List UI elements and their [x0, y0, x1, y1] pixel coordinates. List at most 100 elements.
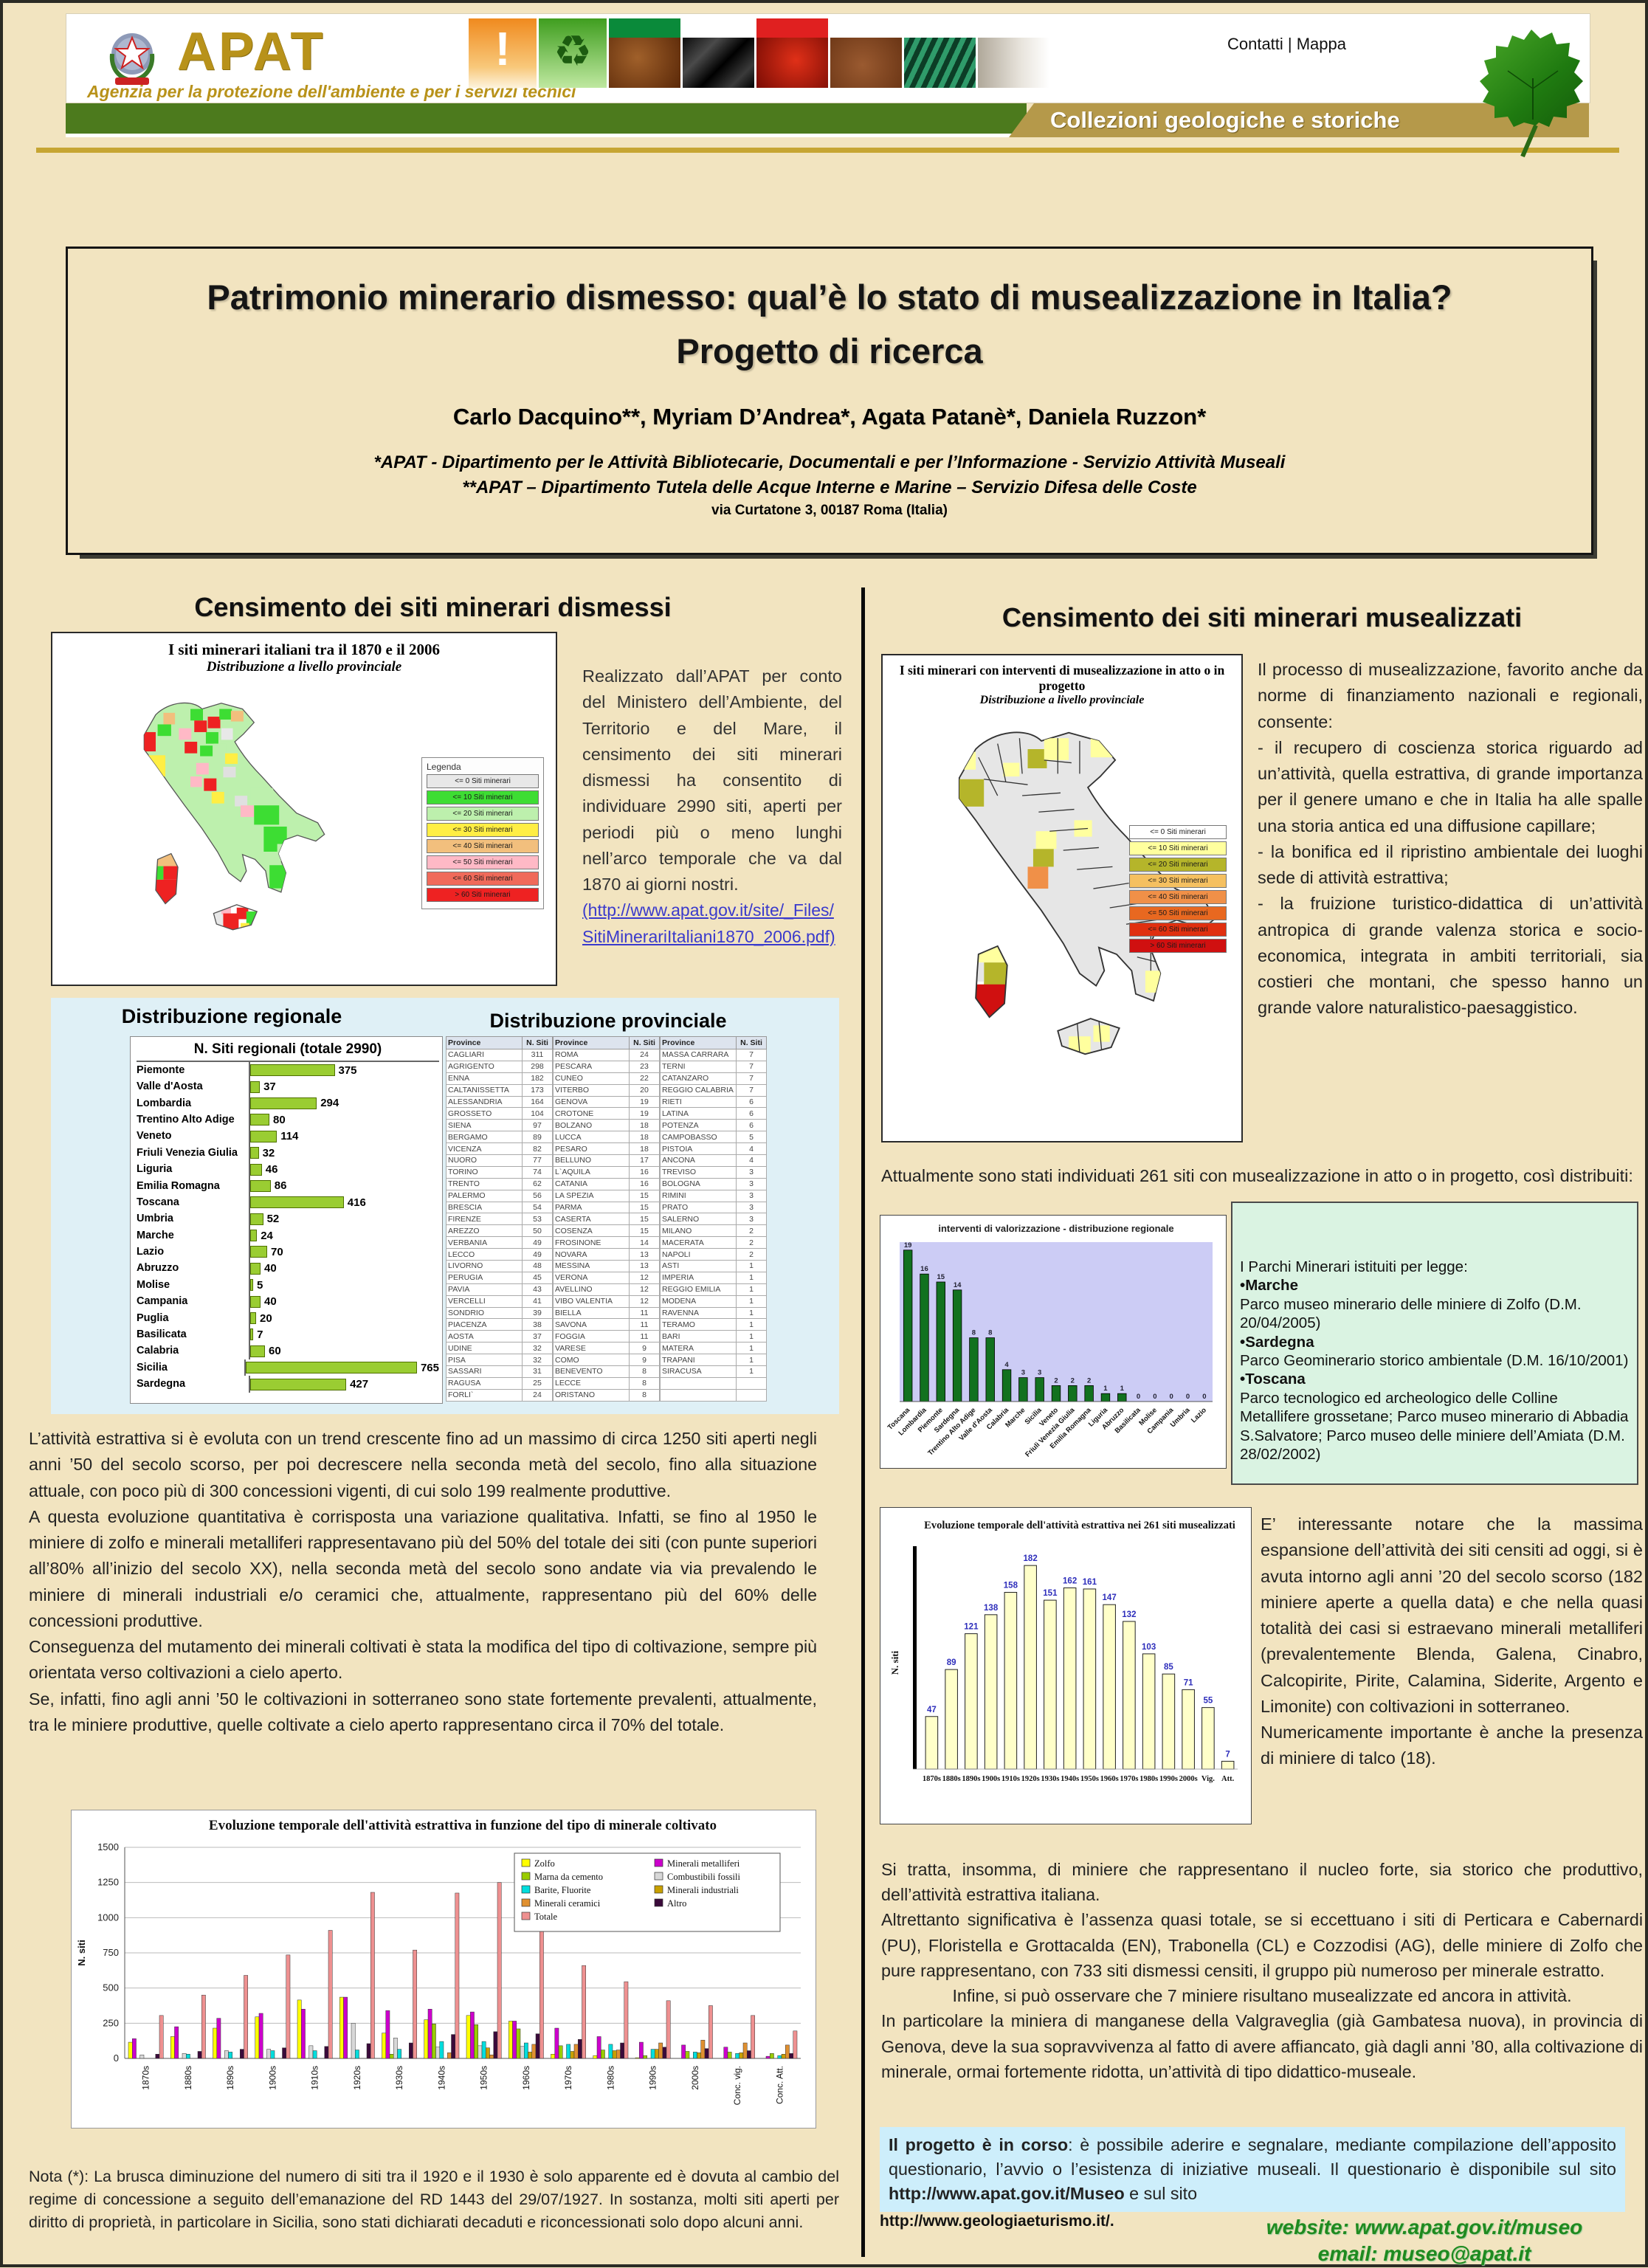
province-row: PAVIA 43	[446, 1283, 553, 1296]
province-count: 37	[522, 1330, 553, 1343]
regional-chart-title: N. Siti regionali (totale 2990)	[193, 1041, 382, 1057]
province-row: CATANZARO 7	[660, 1072, 767, 1085]
province-row: VERCELLI 41	[446, 1295, 553, 1308]
legend-entry: <= 40 Siti minerari	[427, 839, 539, 853]
italy-map-dismessi	[143, 702, 325, 931]
svg-text:Barite, Fluorite: Barite, Fluorite	[534, 1885, 591, 1895]
province-name: SIENA	[446, 1119, 523, 1132]
province-row: MODENA 1	[660, 1295, 767, 1308]
region-bar-row: Marche 24	[137, 1227, 439, 1244]
mineral-photo-tile	[756, 18, 828, 88]
intro-paragraph: Realizzato dall’APAT per conto del Minis…	[582, 663, 842, 950]
svg-text:1000: 1000	[97, 1912, 119, 1923]
paragraph: E’ interessante notare che la massima es…	[1261, 1514, 1643, 1716]
interventi-bar-chart: interventi di valorizzazione - distribuz…	[886, 1223, 1213, 1459]
region-bar-track: 60	[249, 1342, 439, 1360]
svg-text:Att.: Att.	[1221, 1775, 1235, 1783]
svg-text:1930s: 1930s	[394, 2066, 404, 2090]
province-count: 4	[736, 1142, 767, 1156]
right-column: Censimento dei siti minerari musealizzat…	[878, 586, 1646, 2265]
poster-title-line1: Patrimonio minerario dismesso: qual’è lo…	[207, 278, 1452, 317]
province-row: GENOVA 19	[553, 1095, 660, 1109]
svg-text:1870s: 1870s	[141, 2066, 151, 2090]
apat-logo: APAT	[177, 22, 326, 81]
province-row: FOGGIA 11	[553, 1330, 660, 1343]
svg-text:0: 0	[1137, 1393, 1140, 1401]
svg-text:1980s: 1980s	[1140, 1775, 1158, 1783]
province-row: LECCO 49	[446, 1248, 553, 1261]
province-row: ALESSANDRIA 164	[446, 1095, 553, 1109]
parchi-region-name: Marche	[1245, 1277, 1298, 1295]
regional-bar-chart: Piemonte 375 Valle d'Aosta 37 Lombardia 294 Tr…	[137, 1061, 439, 1393]
website-link[interactable]: website: www.apat.gov.it/museo	[1266, 2216, 1583, 2238]
legend-entry: <= 30 Siti minerari	[427, 823, 539, 837]
province-count: 16	[629, 1165, 660, 1179]
province-row: PIACENZA 38	[446, 1318, 553, 1331]
province-count: 54	[522, 1201, 553, 1214]
email-link[interactable]: email: museo@apat.it	[1317, 2242, 1531, 2266]
province-name: BRESCIA	[446, 1201, 523, 1214]
province-row: MESSINA 13	[553, 1260, 660, 1272]
province-name: ANCONA	[660, 1154, 737, 1167]
svg-text:2: 2	[1054, 1376, 1058, 1385]
mineral-photo-tile	[904, 18, 976, 88]
region-label: Puglia	[137, 1311, 169, 1324]
pdf-link[interactable]: (http://www.apat.gov.it/site/_Files/Siti…	[582, 900, 835, 946]
province-count: 82	[522, 1142, 553, 1156]
svg-text:0: 0	[1186, 1393, 1190, 1401]
region-bar-row: Campania 40	[137, 1293, 439, 1310]
province-row: BARI 1	[660, 1330, 767, 1343]
museo-link[interactable]: http://www.apat.gov.it/Museo	[889, 2184, 1125, 2204]
region-bar-track: 40	[249, 1260, 439, 1278]
parchi-minerari-box: I Parchi Minerari istituiti per legge: •…	[1231, 1202, 1638, 1485]
contatti-mappa-links[interactable]: Contatti | Mappa	[1227, 35, 1346, 53]
province-name: PESCARA	[553, 1060, 630, 1073]
province-count: 5	[736, 1131, 767, 1144]
province-name: CROTONE	[553, 1107, 630, 1120]
svg-text:1900s: 1900s	[267, 2066, 277, 2090]
dist-provinciale-heading: Distribuzione provinciale	[489, 1010, 727, 1032]
province-count: 62	[522, 1177, 553, 1190]
province-count: 9	[629, 1354, 660, 1367]
province-count: 18	[629, 1142, 660, 1156]
svg-text:1: 1	[1120, 1385, 1125, 1393]
parchi-region: •	[1240, 1277, 1246, 1295]
province-count: 13	[629, 1260, 660, 1272]
region-bar	[250, 1163, 262, 1176]
province-name: COMO	[553, 1354, 630, 1367]
province-count: 53	[522, 1213, 553, 1226]
province-name: UDINE	[446, 1342, 523, 1355]
region-bar-row: Calabria 60	[137, 1342, 439, 1360]
paragraph: Si tratta, insomma, di miniere che rappr…	[881, 1860, 1643, 1905]
province-name: COSENZA	[553, 1224, 630, 1238]
svg-text:1950s: 1950s	[1080, 1775, 1099, 1783]
province-row: CALTANISSETTA 173	[446, 1083, 553, 1097]
paragraph: In particolare la miniera di manganese d…	[881, 2011, 1643, 2081]
province-row: GROSSETO 104	[446, 1107, 553, 1120]
paragraph: - la bonifica ed il ripristino ambiental…	[1258, 841, 1643, 887]
banner-label: Collezioni geologiche e storiche	[1050, 107, 1400, 133]
province-table: Province N. Siti MASSA CARRARA 7 TERNI 7 CATAN…	[660, 1036, 767, 1402]
svg-text:250: 250	[103, 2017, 119, 2028]
province-count: 182	[522, 1072, 553, 1085]
province-name: L`AQUILA	[553, 1165, 630, 1179]
province-count: 3	[736, 1213, 767, 1226]
svg-text:161: 161	[1083, 1578, 1097, 1587]
geologiaeturismo-link[interactable]: http://www.geologiaeturismo.it/.	[880, 2213, 1114, 2230]
province-row: NAPOLI 2	[660, 1248, 767, 1261]
province-count: 11	[629, 1330, 660, 1343]
header-image-strip: ! ♻	[469, 18, 1052, 88]
conclusioni-text: Si tratta, insomma, di miniere che rappr…	[881, 1857, 1643, 2084]
province-name: MACERATA	[660, 1236, 737, 1250]
province-name: TERNI	[660, 1060, 737, 1073]
minerale-grouped-chart: 0 250 500 750 1000 1250 1500 1870s 1880s 1890s 190…	[76, 1818, 801, 2105]
province-name: LUCCA	[553, 1131, 630, 1144]
region-bar-row: Trentino Alto Adige 80	[137, 1111, 439, 1128]
map2-subtitle: Distribuzione a livello provinciale	[979, 694, 1145, 706]
region-bar-row: Basilicata 7	[137, 1326, 439, 1343]
region-label: Toscana	[137, 1196, 179, 1208]
svg-text:Vig.: Vig.	[1201, 1775, 1215, 1783]
region-bar-track: 375	[249, 1062, 439, 1079]
province-count: 19	[629, 1107, 660, 1120]
